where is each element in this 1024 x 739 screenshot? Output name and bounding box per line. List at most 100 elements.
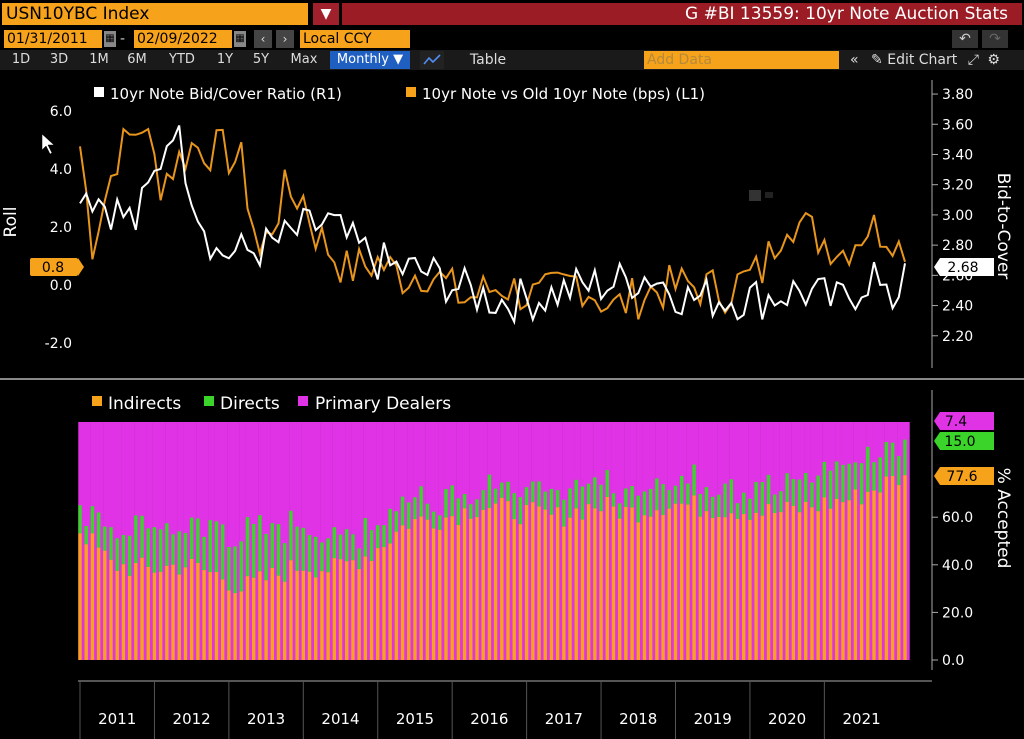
line-chart-icon[interactable] (420, 51, 444, 69)
bar-indirects (171, 564, 175, 660)
left-tick-label: 2.0 (50, 220, 72, 236)
bar-directs (134, 515, 138, 564)
bar-directs (388, 508, 392, 544)
date-separator: - (120, 31, 126, 47)
frequency-select[interactable]: Monthly ▼ (330, 51, 410, 69)
bar-directs (289, 510, 293, 561)
last-value-dealers-badge: 7.4 (934, 412, 994, 430)
bar-directs (562, 499, 566, 527)
period-5y-button[interactable]: 5Y (252, 52, 270, 67)
bar-directs (549, 488, 554, 515)
bar-indirects (413, 519, 417, 660)
bar-directs (797, 479, 802, 513)
bottom-tick-label: 20.0 (942, 605, 973, 621)
resize-icon[interactable]: ⤢ (967, 52, 979, 68)
bar-directs (227, 547, 231, 591)
legend-swatch-indirects (92, 396, 102, 406)
x-tick-label: 2018 (619, 710, 657, 728)
end-date-input[interactable]: 02/09/2022 (134, 30, 232, 48)
start-date-input[interactable]: 01/31/2011 (4, 30, 102, 48)
period-6m-button[interactable]: 6M (127, 52, 147, 67)
bar-indirects (791, 505, 796, 660)
bar-directs (692, 464, 696, 496)
period-1y-button[interactable]: 1Y (216, 52, 234, 67)
x-tick-label: 2020 (768, 710, 806, 728)
bar-indirects (711, 518, 715, 660)
period-1d-button[interactable]: 1D (11, 52, 31, 67)
bar-indirects (630, 507, 634, 660)
redo-icon[interactable]: ↷ (982, 30, 1008, 48)
bar-directs (512, 493, 516, 520)
menu-dropdown-icon[interactable]: ▼ (313, 3, 339, 25)
bar-directs (220, 524, 225, 580)
bar-indirects (742, 514, 746, 660)
pencil-icon[interactable]: ✎ (871, 52, 883, 68)
bar-indirects (314, 577, 318, 660)
bar-indirects (766, 504, 771, 660)
ticker-field[interactable]: USN10YBC Index (2, 3, 308, 25)
bar-directs (469, 504, 473, 519)
bar-indirects (264, 580, 268, 660)
bar-directs (444, 489, 448, 518)
prev-period-icon[interactable]: ‹ (254, 30, 272, 48)
bar-indirects (828, 508, 833, 660)
function-title: G #BI 13559: 10yr Note Auction Stats (342, 3, 1022, 25)
bar-indirects (841, 502, 845, 660)
bar-directs (853, 462, 858, 490)
period-max-button[interactable]: Max (290, 52, 318, 67)
x-tick-label: 2015 (396, 710, 434, 728)
bar-indirects (127, 575, 132, 660)
undo-icon[interactable]: ↶ (952, 30, 978, 48)
bar-primary-dealers (282, 422, 290, 660)
bar-primary-dealers (357, 422, 364, 660)
start-calendar-icon[interactable]: ▦ (104, 31, 116, 47)
mini-toggle-icon[interactable] (749, 190, 773, 201)
edit-chart-area: « ✎ Edit Chart ⤢ ⚙ (848, 51, 1024, 69)
bar-indirects (146, 566, 150, 660)
legend-label-indirects: Indirects (108, 394, 181, 414)
settings-icon[interactable]: ⚙ (987, 52, 1000, 68)
bar-directs (487, 474, 492, 509)
top-panel: 6.0 4.0 2.0 0.0 -2.0 3.80 3.60 3.40 3.20 3.00 2.8… (1, 80, 1013, 368)
table-button[interactable]: Table (469, 52, 507, 68)
currency-select[interactable]: Local CCY (300, 30, 410, 48)
bar-indirects (648, 516, 653, 660)
collapse-icon[interactable]: « (850, 52, 859, 68)
bar-directs (338, 534, 343, 560)
bar-directs (307, 535, 312, 572)
bar-directs (233, 546, 237, 594)
bar-directs (661, 484, 665, 516)
bottom-tick-label: 60.0 (942, 510, 973, 526)
right-tick-label: 2.40 (942, 299, 973, 315)
end-calendar-icon[interactable]: ▦ (234, 31, 246, 47)
bar-directs (152, 527, 157, 573)
bar-indirects (469, 518, 473, 660)
bar-directs (878, 457, 882, 493)
bar-indirects (760, 515, 765, 660)
bar-directs (462, 493, 467, 509)
period-3d-button[interactable]: 3D (49, 52, 69, 67)
period-1m-button[interactable]: 1M (89, 52, 109, 67)
bar-directs (276, 524, 281, 576)
bar-directs (655, 478, 659, 511)
next-period-icon[interactable]: › (276, 30, 294, 48)
last-value-directs-badge: 15.0 (934, 432, 994, 450)
bar-indirects (673, 503, 678, 660)
bar-indirects (301, 570, 306, 660)
legend-label-bidcover: 10yr Note Bid/Cover Ratio (R1) (110, 85, 342, 103)
bar-indirects (853, 489, 858, 660)
bar-directs (413, 497, 417, 520)
bar-indirects (636, 522, 640, 660)
add-data-input[interactable]: Add Data (644, 51, 839, 69)
edit-chart-button[interactable]: Edit Chart (887, 52, 958, 68)
x-tick-label: 2012 (173, 710, 211, 728)
bar-indirects (96, 547, 101, 660)
period-ytd-button[interactable]: YTD (169, 52, 195, 67)
legend-label-roll: 10yr Note vs Old 10yr Note (bps) (L1) (422, 85, 705, 103)
bar-indirects (717, 516, 721, 660)
bar-directs (407, 502, 411, 529)
bar-directs (96, 512, 101, 548)
bar-directs (103, 526, 107, 551)
bar-indirects (797, 512, 802, 660)
bar-indirects (450, 516, 454, 660)
